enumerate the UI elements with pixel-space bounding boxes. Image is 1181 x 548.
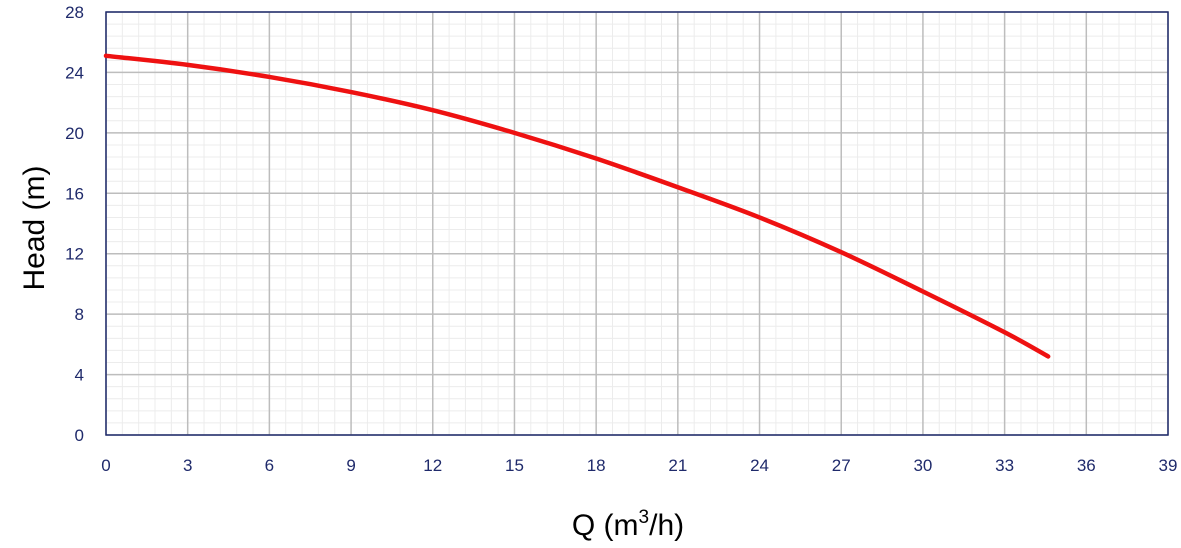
x-tick-label: 36	[1077, 456, 1096, 475]
x-tick-label: 33	[995, 456, 1014, 475]
x-axis-title: Q (m3/h)	[572, 507, 684, 542]
y-tick-label: 28	[65, 3, 84, 22]
x-tick-label: 24	[750, 456, 769, 475]
y-tick-label: 24	[65, 63, 84, 82]
x-axis-title-superscript: 3	[639, 507, 650, 528]
x-tick-label: 9	[346, 456, 355, 475]
x-axis-title-suffix: /h)	[649, 509, 684, 542]
x-tick-label: 18	[587, 456, 606, 475]
x-tick-labels: 0 3 6 9 12 15 18 21 24 27 30 33 36 39	[101, 456, 1177, 475]
y-tick-label: 20	[65, 124, 84, 143]
x-tick-label: 21	[668, 456, 687, 475]
x-tick-label: 15	[505, 456, 524, 475]
x-tick-label: 30	[913, 456, 932, 475]
y-tick-labels: 0 4 8 12 16 20 24 28	[65, 3, 84, 445]
y-tick-label: 4	[75, 366, 84, 385]
x-tick-label: 12	[423, 456, 442, 475]
x-tick-label: 27	[832, 456, 851, 475]
y-tick-label: 8	[75, 305, 84, 324]
y-tick-label: 12	[65, 245, 84, 264]
plot-border	[105, 11, 1169, 436]
x-tick-label: 39	[1159, 456, 1178, 475]
y-tick-label: 0	[75, 426, 84, 445]
x-tick-label: 6	[265, 456, 274, 475]
y-tick-label: 16	[65, 184, 84, 203]
series-layer	[103, 53, 1051, 359]
x-tick-label: 0	[101, 456, 110, 475]
y-axis-title: Head (m)	[18, 165, 51, 290]
x-tick-label: 3	[183, 456, 192, 475]
